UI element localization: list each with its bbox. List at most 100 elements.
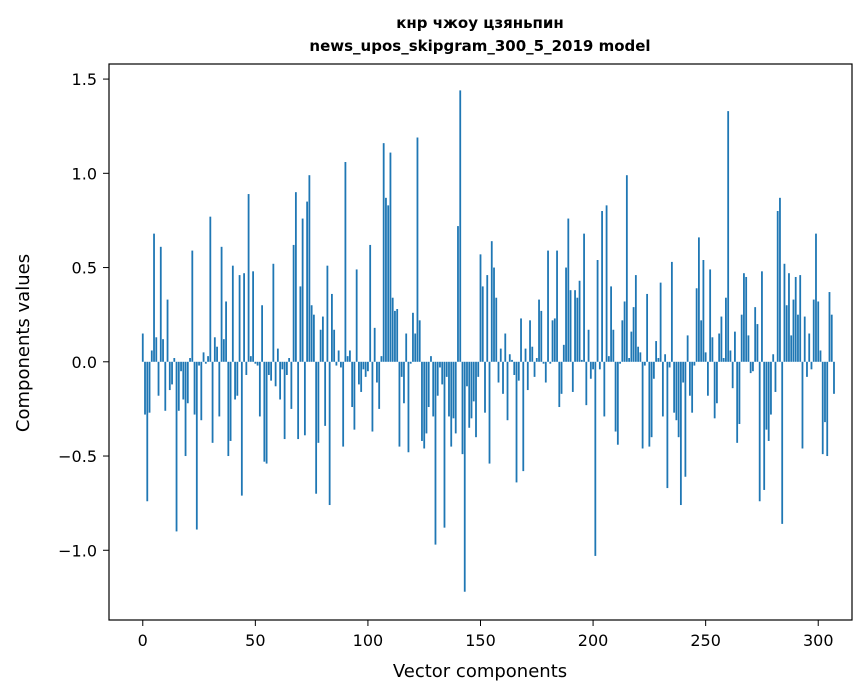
bar-56 <box>267 361 270 375</box>
bar-89 <box>342 361 345 447</box>
bar-84 <box>331 293 333 362</box>
x-axis-ticks: 0 50 100 150 200 250 300 <box>138 620 834 650</box>
bar-88 <box>340 361 342 368</box>
bar-116 <box>403 361 405 404</box>
bar-66 <box>290 361 293 409</box>
bar-40 <box>231 265 234 362</box>
bar-215 <box>625 175 628 362</box>
bar-99 <box>364 361 367 377</box>
y-tick-label: 0.0 <box>72 353 97 372</box>
bar-303 <box>824 361 826 423</box>
bar-127 <box>427 361 430 408</box>
bar-144 <box>466 361 468 387</box>
bar-109 <box>387 205 390 362</box>
bar-292 <box>799 275 802 362</box>
bar-129 <box>432 361 435 417</box>
bar-271 <box>752 361 754 372</box>
bar-115 <box>400 361 403 377</box>
bar-175 <box>535 358 538 362</box>
bar-62 <box>281 361 284 370</box>
bar-156 <box>493 267 495 362</box>
bar-188 <box>565 267 567 362</box>
bar-260 <box>727 111 730 362</box>
bar-24 <box>195 361 198 530</box>
bar-6 <box>155 337 158 362</box>
bar-76 <box>312 314 315 362</box>
bar-194 <box>578 280 581 362</box>
y-tick-label: −0.5 <box>58 447 97 466</box>
bar-187 <box>562 344 565 362</box>
bar-269 <box>747 335 750 362</box>
bar-283 <box>779 197 781 362</box>
bar-73 <box>306 201 309 362</box>
bar-77 <box>315 361 318 494</box>
bar-174 <box>533 361 536 377</box>
bar-268 <box>745 276 748 362</box>
bar-152 <box>484 361 486 413</box>
bar-100 <box>367 361 369 372</box>
bar-173 <box>531 346 534 362</box>
bar-50 <box>254 361 257 364</box>
bar-61 <box>279 361 282 400</box>
bar-162 <box>506 361 509 421</box>
bar-198 <box>587 329 590 362</box>
bar-230 <box>659 282 662 362</box>
bar-195 <box>580 359 583 362</box>
bar-25 <box>198 361 200 366</box>
bar-275 <box>761 271 763 362</box>
bar-55 <box>265 361 268 464</box>
bar-26 <box>200 361 203 421</box>
bar-291 <box>797 314 799 362</box>
bar-232 <box>664 354 667 362</box>
bar-98 <box>362 361 365 370</box>
bar-65 <box>288 358 291 362</box>
bar-278 <box>767 361 770 441</box>
bar-119 <box>409 361 412 364</box>
bar-305 <box>828 292 831 362</box>
bar-120 <box>412 312 414 362</box>
bar-85 <box>333 329 336 362</box>
bar-126 <box>425 361 428 434</box>
bar-178 <box>542 361 545 364</box>
bar-4 <box>150 350 153 362</box>
bar-169 <box>522 361 525 472</box>
bar-103 <box>373 327 376 362</box>
bar-239 <box>679 361 682 506</box>
bar-281 <box>774 361 777 392</box>
bar-290 <box>794 276 797 362</box>
bar-171 <box>526 361 529 391</box>
x-tick-label: 50 <box>245 631 265 650</box>
bar-199 <box>589 361 592 379</box>
bar-212 <box>619 361 621 364</box>
bar-272 <box>754 307 757 362</box>
bar-11 <box>166 299 169 362</box>
bar-68 <box>294 192 297 362</box>
y-axis-label: Components values <box>13 254 34 432</box>
bar-191 <box>571 361 574 392</box>
bar-263 <box>734 331 736 362</box>
bar-141 <box>459 90 462 362</box>
bar-5 <box>153 233 155 362</box>
bar-240 <box>682 361 685 383</box>
bar-80 <box>321 316 324 362</box>
bar-222 <box>641 361 644 449</box>
bar-247 <box>698 237 700 362</box>
bar-22 <box>191 250 194 362</box>
bar-53 <box>261 305 263 362</box>
bar-221 <box>639 352 642 362</box>
bar-147 <box>472 361 475 402</box>
bar-86 <box>335 361 338 366</box>
bar-30 <box>209 216 212 362</box>
bar-8 <box>159 246 162 362</box>
bar-279 <box>770 361 772 415</box>
bar-228 <box>655 341 658 362</box>
bar-111 <box>391 297 394 362</box>
bar-132 <box>439 361 441 368</box>
bar-252 <box>709 269 712 362</box>
x-tick-label: 300 <box>803 631 834 650</box>
bar-261 <box>729 350 732 362</box>
bar-213 <box>621 320 624 362</box>
bar-17 <box>180 361 182 372</box>
bar-284 <box>781 361 784 524</box>
bar-27 <box>202 352 205 362</box>
